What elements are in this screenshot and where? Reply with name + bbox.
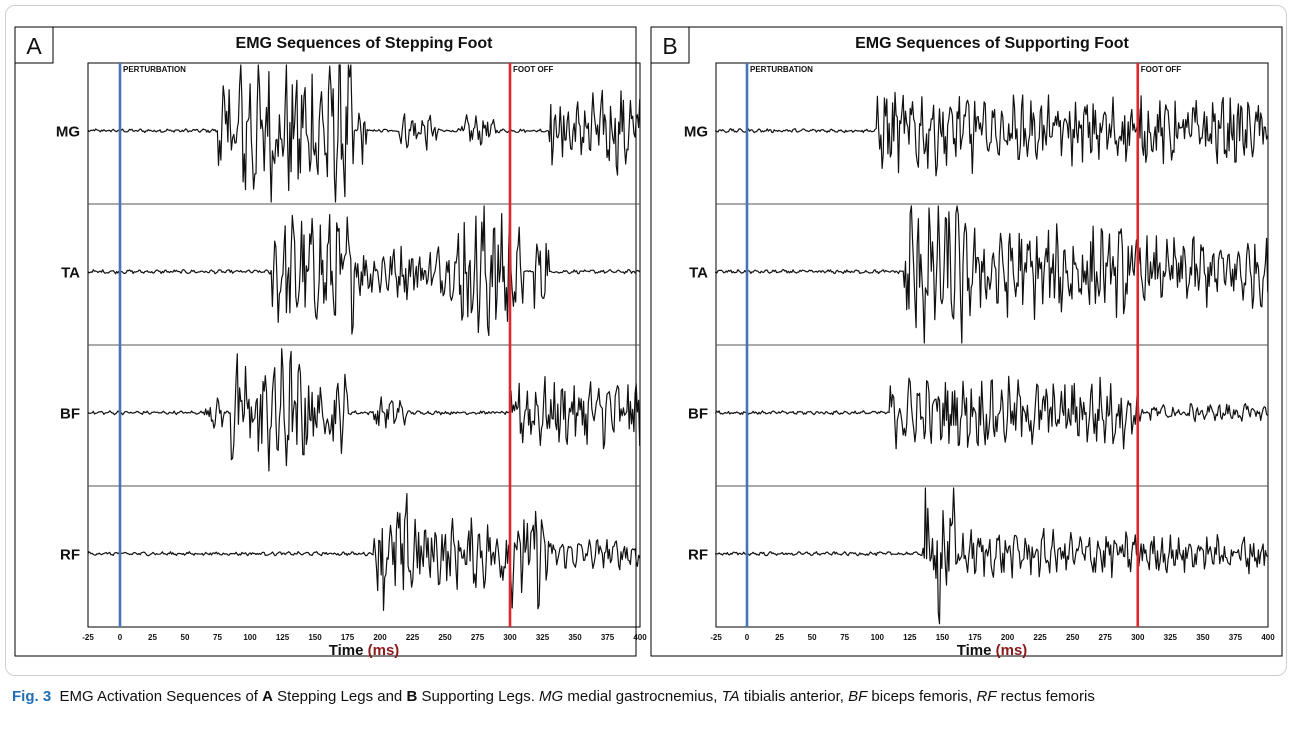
x-tick-label: 325: [536, 633, 550, 642]
series-line: [715, 91, 1269, 177]
caption-text-1: EMG Activation Sequences of: [59, 688, 263, 705]
series-label: MG: [684, 124, 708, 141]
x-tick-label: 100: [871, 633, 885, 642]
x-tick-label: 225: [406, 633, 420, 642]
event-label: PERTURBATION: [750, 65, 813, 74]
x-tick-label: 350: [568, 633, 582, 642]
x-tick-label: 0: [745, 633, 750, 642]
figure-frame: [5, 5, 1287, 676]
x-tick-label: 75: [213, 633, 222, 642]
x-tick-label: 0: [118, 633, 123, 642]
series-label: TA: [61, 265, 80, 282]
series-line: [87, 493, 641, 611]
x-tick-label: 175: [341, 633, 355, 642]
x-tick-label: 200: [1001, 633, 1015, 642]
x-tick-label: 400: [1261, 633, 1275, 642]
series-label: MG: [56, 124, 80, 141]
caption-abbr-mg: MG: [539, 688, 564, 705]
x-tick-label: 300: [503, 633, 517, 642]
series-line: [87, 205, 641, 337]
x-tick-label: -25: [82, 633, 94, 642]
series-line: [87, 64, 641, 203]
x-axis-label-unit: (ms): [368, 642, 400, 659]
series-line: [87, 348, 641, 472]
caption-abbr-rf: RF: [976, 688, 997, 705]
caption-def-bf: biceps femoris,: [867, 688, 977, 705]
x-tick-label: 75: [840, 633, 849, 642]
series-label: RF: [60, 547, 80, 564]
x-tick-label: -25: [710, 633, 722, 642]
x-tick-label: 225: [1033, 633, 1047, 642]
caption-abbr-bf: BF: [848, 688, 868, 705]
panel-frame: [14, 26, 637, 657]
caption-def-rf: rectus femoris: [996, 688, 1095, 705]
caption-def-mg: medial gastrocnemius,: [563, 688, 722, 705]
x-tick-label: 50: [808, 633, 817, 642]
x-tick-label: 200: [373, 633, 387, 642]
x-axis-label-main: Time: [329, 642, 368, 659]
series-line: [715, 205, 1269, 344]
event-label: FOOT OFF: [513, 65, 554, 74]
chart-title: EMG Sequences of Stepping Foot: [236, 35, 494, 52]
x-tick-label: 25: [775, 633, 784, 642]
chart-panel-a: A EMG Sequences of Stepping Foot -25 0 25 50 7…: [14, 26, 647, 659]
x-tick-label: 375: [601, 633, 615, 642]
x-axis-label-unit: (ms): [996, 642, 1028, 659]
x-tick-label: 125: [903, 633, 917, 642]
caption-def-ta: tibialis anterior,: [739, 688, 849, 705]
x-axis-label: Time (ms): [329, 642, 400, 659]
panel-label: B: [662, 33, 677, 59]
x-tick-label: 125: [276, 633, 290, 642]
figure-caption: Fig. 3 EMG Activation Sequences of A Ste…: [12, 686, 1282, 707]
caption-panel-a: A: [262, 688, 273, 705]
x-tick-label: 175: [968, 633, 982, 642]
caption-abbr-ta: TA: [721, 688, 740, 705]
x-tick-label: 250: [438, 633, 452, 642]
panel-frame: [650, 26, 1283, 657]
panel-label-box: [14, 26, 54, 64]
x-tick-label: 50: [181, 633, 190, 642]
x-tick-label: 325: [1164, 633, 1178, 642]
chart-panel-b: B EMG Sequences of Supporting Foot -25 0 25 5…: [650, 26, 1283, 659]
x-tick-label: 150: [936, 633, 950, 642]
x-tick-label: 275: [471, 633, 485, 642]
event-label: PERTURBATION: [123, 65, 186, 74]
panel-label: A: [26, 33, 42, 59]
chart-title: EMG Sequences of Supporting Foot: [855, 35, 1129, 52]
x-tick-label: 400: [633, 633, 647, 642]
x-tick-label: 25: [148, 633, 157, 642]
x-tick-label: 250: [1066, 633, 1080, 642]
caption-text-2: Stepping Legs and: [272, 688, 407, 705]
series-line: [715, 487, 1269, 625]
series-label: RF: [688, 547, 708, 564]
x-tick-label: 375: [1229, 633, 1243, 642]
x-tick-label: 300: [1131, 633, 1145, 642]
caption-panel-b: B: [406, 688, 418, 705]
event-label: FOOT OFF: [1141, 65, 1182, 74]
series-label: TA: [689, 265, 708, 282]
emg-figure: A EMG Sequences of Stepping Foot -25 0 25 50 7…: [14, 26, 1283, 659]
x-tick-label: 275: [1099, 633, 1113, 642]
series-label: BF: [688, 406, 708, 423]
caption-text-3: Supporting Legs.: [417, 688, 540, 705]
caption-fig-label: Fig. 3: [12, 688, 52, 705]
series-label: BF: [60, 406, 80, 423]
x-tick-label: 350: [1196, 633, 1210, 642]
x-tick-label: 100: [243, 633, 257, 642]
series-line: [715, 375, 1269, 450]
x-axis-label: Time (ms): [957, 642, 1028, 659]
x-axis-label-main: Time: [957, 642, 996, 659]
x-tick-label: 150: [308, 633, 322, 642]
panel-label-box: [650, 26, 690, 64]
